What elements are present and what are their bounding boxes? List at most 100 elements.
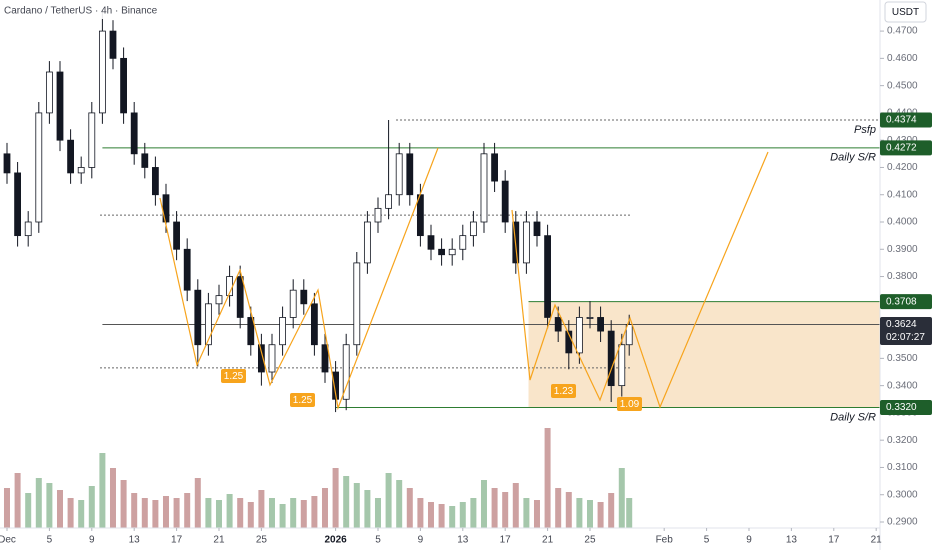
badge-text: 1.23 — [554, 386, 574, 397]
candle-body — [215, 295, 223, 305]
y-tick-label: 0.3900 — [887, 244, 918, 255]
volume-bar — [449, 506, 456, 528]
volume-bar — [544, 428, 551, 528]
x-tick-label: 21 — [213, 535, 225, 546]
candle-body — [173, 221, 180, 250]
volume-bar — [279, 504, 286, 528]
x-tick-label: 5 — [704, 535, 710, 546]
candle-body — [491, 153, 498, 182]
volume-bar — [608, 493, 615, 528]
volume-bar — [374, 498, 381, 528]
y-tick-label: 0.2900 — [887, 517, 918, 528]
volume-bar — [194, 478, 201, 528]
price-axis — [880, 0, 932, 550]
candle-body — [279, 317, 286, 346]
candle-body — [247, 317, 255, 346]
volume-bar — [88, 486, 95, 528]
volume-bar — [343, 476, 350, 528]
x-tick-label: 13 — [786, 535, 798, 546]
candle-body — [56, 71, 64, 141]
candle-body — [151, 167, 159, 196]
candle-body — [24, 221, 32, 237]
volume-bar — [131, 493, 138, 528]
y-tick-label: 0.4500 — [887, 80, 918, 91]
volume-bar — [109, 468, 116, 528]
volume-bar — [427, 502, 434, 528]
candle-body — [385, 194, 392, 209]
volume-bar — [597, 502, 604, 528]
badge-text: 1.25 — [293, 395, 313, 406]
candle-body — [363, 221, 371, 264]
x-tick-label: 9 — [746, 535, 752, 546]
level-label: 0.4374 — [886, 115, 917, 126]
volume-bar — [491, 488, 498, 528]
badge-bg — [290, 393, 315, 407]
y-tick-label: 0.4000 — [887, 217, 918, 228]
candle-body — [554, 317, 562, 332]
x-tick-label: 25 — [584, 535, 596, 546]
badge-bg — [221, 369, 246, 383]
volume-bar — [46, 483, 53, 528]
volume-bar — [162, 496, 169, 528]
candle-body — [374, 207, 382, 223]
x-tick-label: Dec — [0, 535, 16, 546]
level-note: Psfp — [854, 124, 876, 136]
volume-bar — [290, 498, 297, 528]
volume-bar — [626, 498, 633, 528]
currency-button[interactable] — [884, 1, 927, 23]
ratio-badge: 1.09 — [617, 397, 642, 411]
volume-bar — [502, 492, 509, 528]
y-tick-label: 0.3000 — [887, 489, 918, 500]
volume-bar — [586, 500, 593, 528]
volume-bar — [396, 480, 403, 528]
candle-body — [109, 30, 117, 59]
volume-bar — [141, 498, 148, 528]
volume-bar — [364, 490, 371, 528]
volume-bar — [618, 468, 625, 528]
ratio-badge: 1.25 — [290, 393, 315, 407]
candle-body — [586, 317, 594, 319]
volume-bar — [215, 500, 222, 528]
chart-title: Cardano / TetherUS · 4h · Binance — [4, 6, 158, 17]
x-tick-label: 13 — [129, 535, 141, 546]
currency[interactable]: USDT — [892, 7, 919, 18]
title-bg — [0, 3, 148, 19]
candle-body — [268, 344, 276, 373]
level-label: 0.3320 — [886, 402, 917, 413]
countdown: 02:07:27 — [886, 332, 925, 343]
candle-body — [607, 330, 615, 387]
volume-bar — [3, 488, 10, 528]
level-badge — [880, 294, 932, 310]
y-tick-label: 0.3100 — [887, 462, 918, 473]
candle-body — [448, 248, 456, 256]
volume-bar — [512, 483, 519, 528]
volume-bar — [78, 500, 85, 528]
y-tick-label: 0.4700 — [887, 26, 918, 37]
volume-bar — [268, 498, 275, 528]
volume-bar — [385, 473, 392, 528]
candle-body — [77, 167, 85, 174]
candle-body — [406, 153, 414, 196]
candle-body — [625, 324, 633, 346]
candle-body — [236, 276, 244, 318]
x-tick-label: 17 — [500, 535, 512, 546]
volume-bar — [576, 498, 583, 528]
level-label: 0.4272 — [886, 142, 917, 153]
candle-body — [459, 235, 467, 250]
y-tick-label: 0.3400 — [887, 380, 918, 391]
x-tick-label: 17 — [171, 535, 183, 546]
candle-body — [3, 153, 11, 174]
candle-body — [88, 112, 96, 168]
candle-body — [565, 330, 573, 354]
x-tick-label: 17 — [828, 535, 840, 546]
volume-bar — [237, 498, 244, 528]
volume-bar — [565, 492, 572, 528]
candle-body — [480, 153, 488, 223]
volume-bar — [120, 480, 127, 528]
candle-body — [544, 235, 551, 318]
y-tick-label: 0.3200 — [887, 435, 918, 446]
level-badge — [880, 399, 932, 415]
candle-body — [575, 317, 583, 354]
